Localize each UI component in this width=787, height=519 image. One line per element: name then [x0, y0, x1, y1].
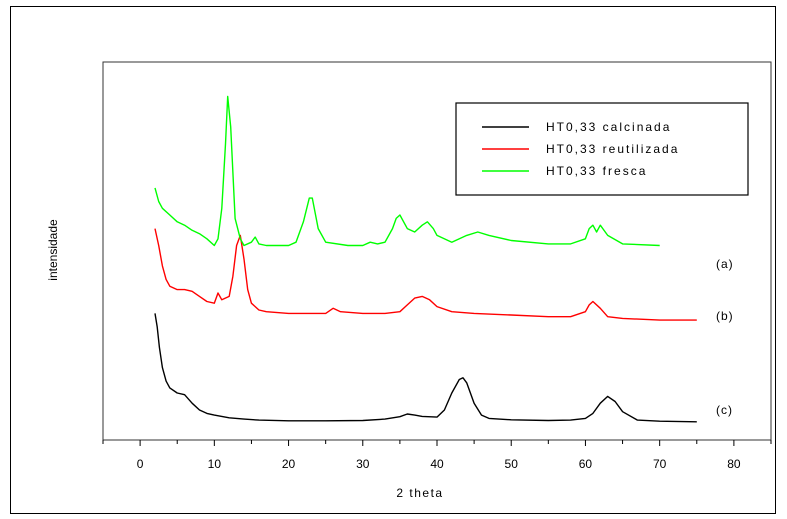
series-group: [154, 95, 697, 423]
series-line-reutilizada: [154, 228, 697, 321]
x-tick-label: 60: [579, 457, 593, 471]
x-axis: 0 10 20 30 40 50 60 70 80: [102, 440, 772, 471]
x-tick-label: 70: [653, 457, 667, 471]
x-tick-label: 20: [282, 457, 296, 471]
series-line-fresca: [154, 95, 660, 247]
legend-label-fresca: HT0,33 fresca: [546, 164, 647, 178]
series-line-calcinada: [154, 313, 697, 423]
series-label-calcinada: (c): [716, 403, 733, 417]
x-tick-label: 30: [356, 457, 370, 471]
x-tick-label: 0: [137, 457, 144, 471]
legend: HT0,33 calcinada HT0,33 reutilizada HT0,…: [455, 102, 749, 196]
series-labels: (c) (b) (a): [716, 257, 734, 417]
x-tick-label: 50: [505, 457, 519, 471]
legend-label-calcinada: HT0,33 calcinada: [546, 120, 671, 134]
legend-label-reutilizada: HT0,33 reutilizada: [546, 142, 679, 156]
series-label-fresca: (a): [716, 257, 734, 271]
x-tick-label: 40: [430, 457, 444, 471]
x-axis-title: 2 theta: [396, 486, 443, 500]
y-axis-title: intensidade: [46, 219, 60, 281]
x-tick-label: 10: [208, 457, 222, 471]
figure-frame: [10, 6, 776, 514]
series-label-reutilizada: (b): [716, 309, 734, 323]
x-tick-label: 80: [727, 457, 741, 471]
